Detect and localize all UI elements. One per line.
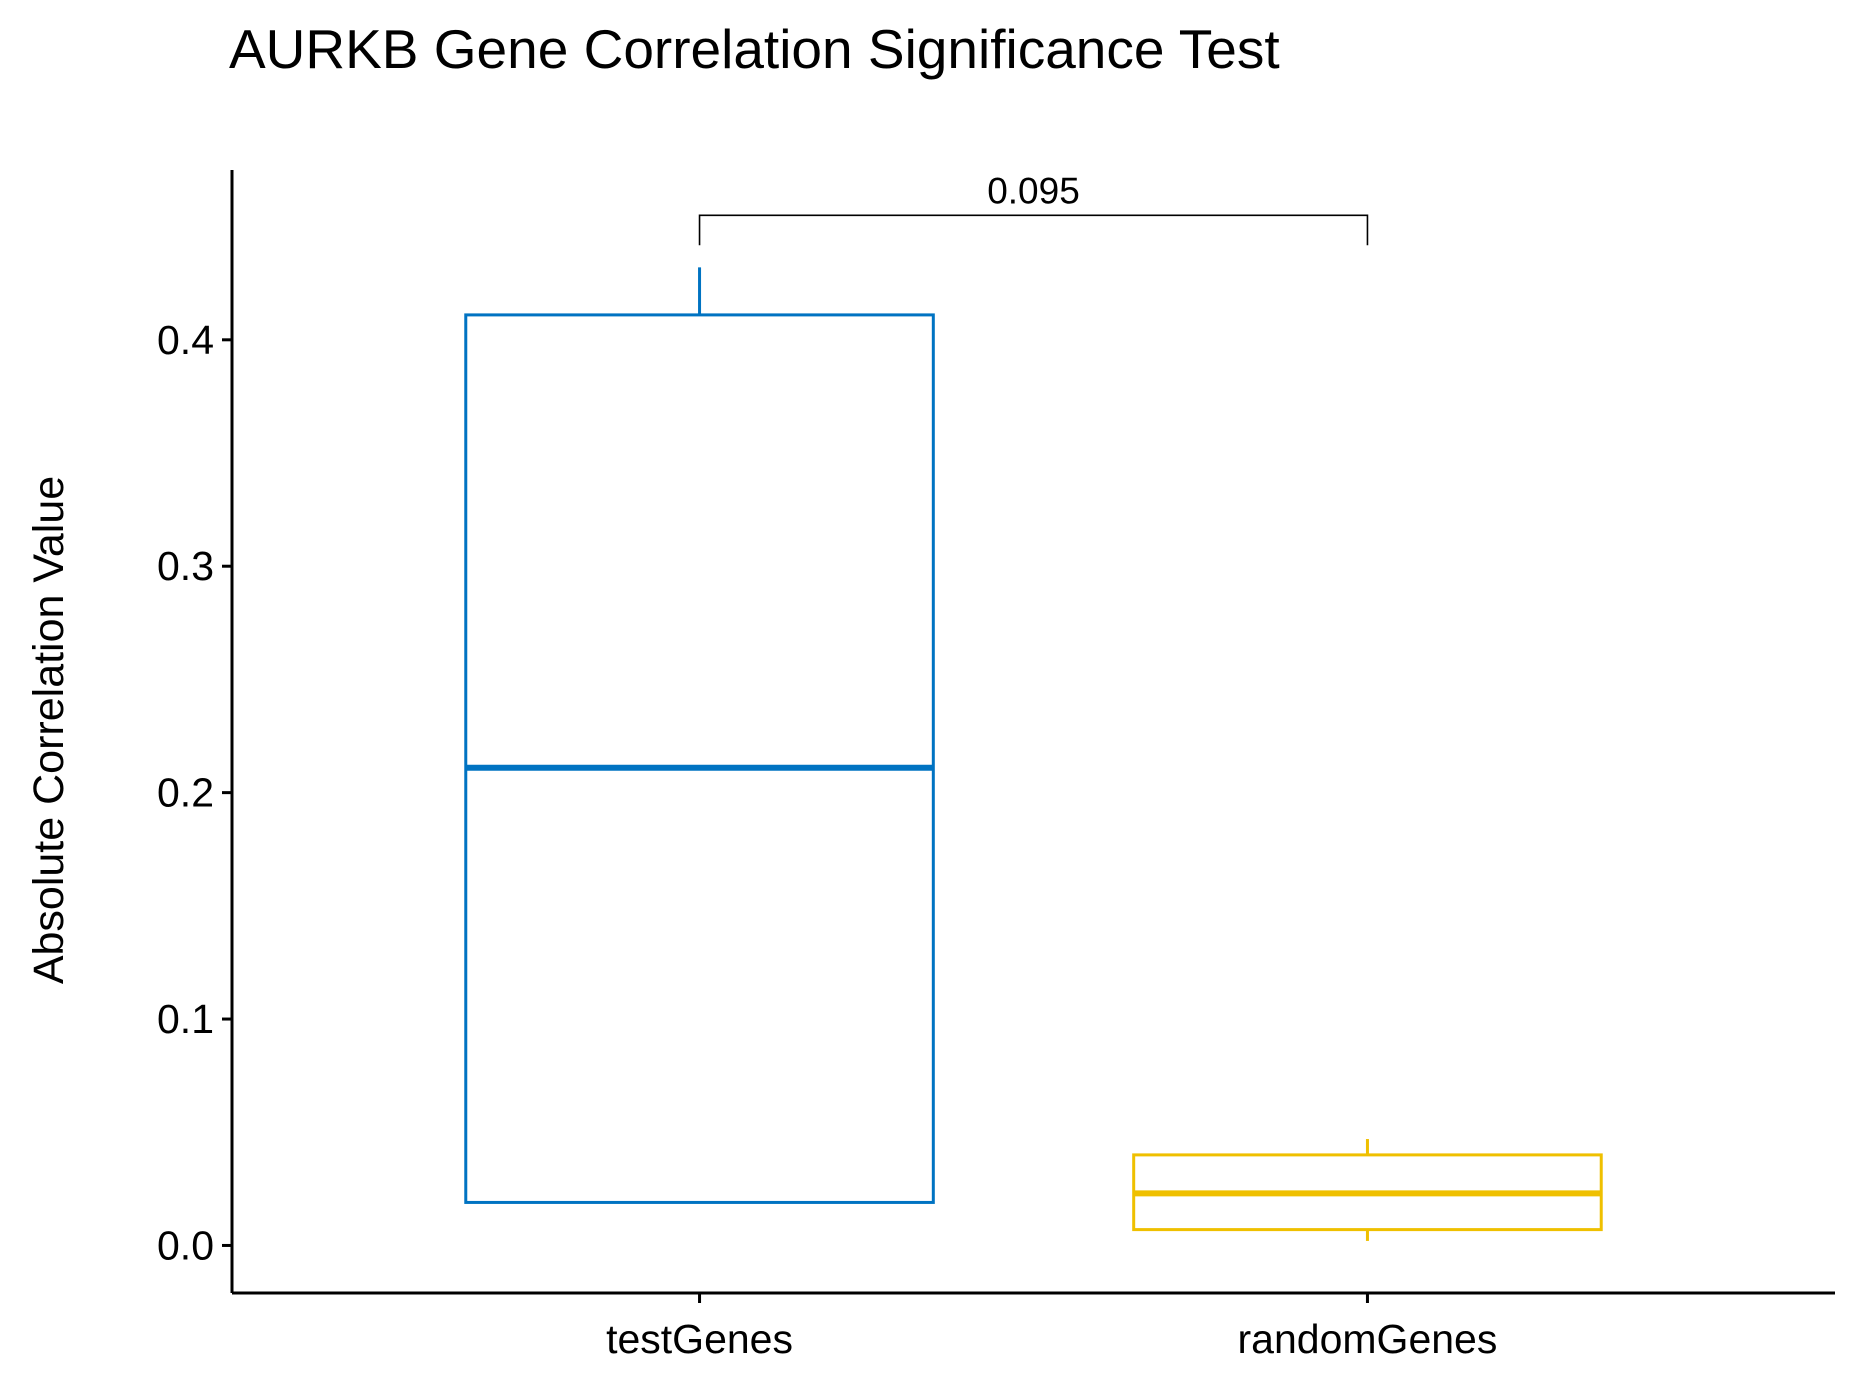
x-tick-label: testGenes xyxy=(606,1316,793,1362)
x-tick-label: randomGenes xyxy=(1238,1316,1498,1362)
y-tick-label: 0.3 xyxy=(157,543,214,589)
y-tick-label: 0.4 xyxy=(157,317,214,363)
p-value-label: 0.095 xyxy=(987,170,1080,211)
y-tick-label: 0.1 xyxy=(157,996,214,1042)
chart-title: AURKB Gene Correlation Significance Test xyxy=(229,18,1280,80)
box-testGenes xyxy=(464,267,935,1204)
y-tick-label: 0.2 xyxy=(157,770,214,816)
bracket-line xyxy=(698,214,1369,246)
y-tick-label: 0.0 xyxy=(157,1222,214,1268)
plot-area: 0.0 0.1 0.2 0.3 0.4 testGenes randomGenes 0.095 xyxy=(157,170,1835,1362)
box-body xyxy=(464,313,935,1204)
significance-bracket: 0.095 xyxy=(698,170,1369,246)
box-randomGenes xyxy=(1132,1139,1603,1241)
y-axis-title: Absolute Correlation Value xyxy=(25,476,73,984)
